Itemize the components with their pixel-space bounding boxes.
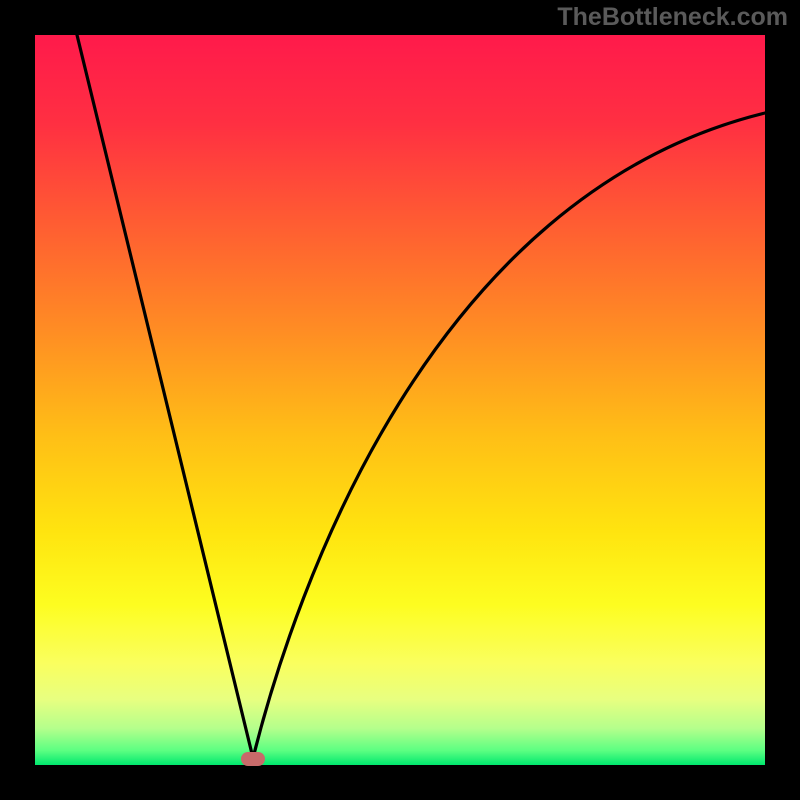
valley-marker — [241, 752, 265, 766]
bottleneck-curve — [0, 0, 800, 800]
curve-path — [77, 35, 765, 758]
